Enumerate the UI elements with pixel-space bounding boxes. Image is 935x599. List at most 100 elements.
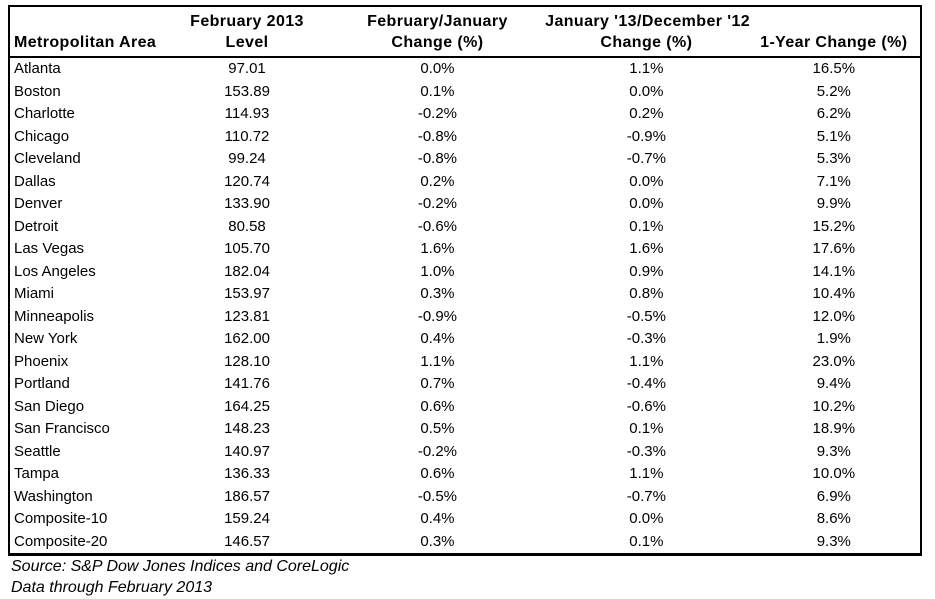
value-cell: 23.0%	[812, 352, 856, 370]
metro-area-cell: Chicago	[14, 127, 70, 145]
table-row: Dallas 120.74 0.2% 0.0% 7.1%	[9, 171, 921, 194]
value-cell: 141.76	[224, 375, 270, 392]
table-row: San Francisco 148.23 0.5% 0.1% 18.9%	[9, 418, 921, 441]
value-cell: -0.2%	[417, 442, 458, 460]
value-cell: 1.1%	[629, 465, 664, 482]
header-1-year-change: 1-Year Change (%)	[747, 6, 921, 58]
value-cell: 120.74	[224, 172, 270, 190]
value-cell: 12.0%	[812, 307, 856, 325]
value-cell: 110.72	[224, 127, 270, 145]
value-cell: 0.0%	[629, 195, 664, 212]
value-cell: 148.23	[224, 420, 270, 437]
metro-area-cell: Las Vegas	[14, 240, 85, 257]
value-cell: 0.4%	[420, 510, 455, 527]
metro-area-cell: Los Angeles	[14, 262, 96, 280]
value-cell: -0.9%	[417, 307, 458, 325]
metro-area-cell: Atlanta	[14, 60, 61, 77]
header-metropolitan-area: Metropolitan Area	[9, 6, 165, 58]
value-cell: 159.24	[224, 510, 270, 527]
table-row: San Diego 164.25 0.6% -0.6% 10.2%	[9, 396, 921, 419]
value-cell: 153.97	[224, 285, 270, 302]
table-row: Atlanta 97.01 0.0% 1.1% 16.5%	[9, 57, 921, 81]
table-row: Los Angeles 182.04 1.0% 0.9% 14.1%	[9, 261, 921, 284]
header-row: Metropolitan Area February 2013 Level Fe…	[9, 6, 921, 58]
value-cell: 186.57	[224, 487, 270, 505]
value-cell: 114.93	[224, 105, 270, 122]
metro-area-cell: Portland	[14, 375, 70, 392]
value-cell: 10.2%	[812, 397, 856, 415]
value-cell: 0.2%	[420, 172, 455, 190]
value-cell: 136.33	[224, 465, 270, 482]
value-cell: 9.3%	[816, 442, 851, 460]
value-cell: 5.3%	[816, 150, 851, 167]
header-line: January '13/December '12	[545, 13, 751, 30]
metro-area-cell: Cleveland	[14, 150, 81, 167]
value-cell: -0.2%	[417, 105, 458, 122]
value-cell: 123.81	[224, 307, 270, 325]
value-cell: 10.4%	[812, 285, 856, 302]
table-header: Metropolitan Area February 2013 Level Fe…	[9, 6, 921, 58]
metro-area-cell: Minneapolis	[14, 307, 95, 325]
value-cell: 99.24	[228, 150, 266, 167]
value-cell: 16.5%	[812, 60, 856, 77]
header-feb-jan-change: February/January Change (%)	[329, 6, 546, 58]
value-cell: 162.00	[224, 330, 270, 347]
value-cell: 1.6%	[629, 240, 664, 257]
value-cell: 133.90	[224, 195, 270, 212]
value-cell: -0.6%	[417, 217, 458, 235]
value-cell: 6.2%	[816, 105, 851, 122]
metro-area-cell: Seattle	[14, 442, 61, 460]
header-line: Metropolitan Area	[14, 34, 157, 51]
value-cell: -0.2%	[417, 195, 458, 212]
value-cell: -0.4%	[626, 375, 666, 392]
value-cell: 0.8%	[629, 285, 664, 302]
table-row: Chicago 110.72 -0.8% -0.9% 5.1%	[9, 126, 921, 149]
metro-area-cell: Denver	[14, 195, 63, 212]
value-cell: 0.1%	[629, 532, 664, 550]
header-line: February/January	[367, 13, 508, 30]
data-through-note: Data through February 2013	[11, 578, 213, 596]
metro-area-cell: San Diego	[14, 397, 85, 415]
table-row: Las Vegas 105.70 1.6% 1.6% 17.6%	[9, 238, 921, 261]
value-cell: 15.2%	[812, 217, 856, 235]
value-cell: -0.8%	[417, 127, 458, 145]
value-cell: 1.1%	[629, 60, 664, 77]
value-cell: 0.2%	[629, 105, 664, 122]
value-cell: 97.01	[228, 60, 266, 77]
metro-area-cell: Charlotte	[14, 105, 75, 122]
value-cell: -0.6%	[626, 397, 666, 415]
header-february-2013-level: February 2013 Level	[164, 6, 330, 58]
value-cell: 18.9%	[812, 420, 856, 437]
value-cell: 105.70	[224, 240, 270, 257]
metro-area-cell: Phoenix	[14, 352, 69, 370]
metro-area-cell: Boston	[14, 82, 61, 100]
table-row: Charlotte 114.93 -0.2% 0.2% 6.2%	[9, 103, 921, 126]
value-cell: 6.9%	[816, 487, 851, 505]
value-cell: 80.58	[228, 217, 266, 235]
footer-notes: Source: S&P Dow Jones Indices and CoreLo…	[11, 557, 349, 598]
table-row: Phoenix 128.10 1.1% 1.1% 23.0%	[9, 351, 921, 374]
header-jan-dec-change: January '13/December '12 Change (%)	[545, 6, 751, 58]
value-cell: 153.89	[224, 82, 270, 100]
table-row: Portland 141.76 0.7% -0.4% 9.4%	[9, 373, 921, 396]
value-cell: 0.1%	[629, 420, 664, 437]
table-row: Minneapolis 123.81 -0.9% -0.5% 12.0%	[9, 306, 921, 329]
table-row: Composite-10 159.24 0.4% 0.0% 8.6%	[9, 508, 921, 531]
value-cell: -0.7%	[626, 487, 666, 505]
value-cell: 0.0%	[629, 510, 664, 527]
table-body: Atlanta 97.01 0.0% 1.1% 16.5% Boston 153.89 0.1…	[9, 57, 921, 555]
value-cell: 1.9%	[816, 330, 851, 347]
table-row: Boston 153.89 0.1% 0.0% 5.2%	[9, 81, 921, 104]
value-cell: 0.0%	[629, 82, 664, 100]
value-cell: 1.6%	[420, 240, 455, 257]
value-cell: 128.10	[224, 352, 270, 370]
metro-area-cell: New York	[14, 330, 78, 347]
value-cell: -0.5%	[417, 487, 458, 505]
value-cell: 10.0%	[812, 465, 856, 482]
table-row: Detroit 80.58 -0.6% 0.1% 15.2%	[9, 216, 921, 239]
metro-area-cell: Miami	[14, 285, 54, 302]
value-cell: 5.2%	[816, 82, 851, 100]
value-cell: 140.97	[224, 442, 270, 460]
metro-area-cell: Washington	[14, 487, 93, 505]
